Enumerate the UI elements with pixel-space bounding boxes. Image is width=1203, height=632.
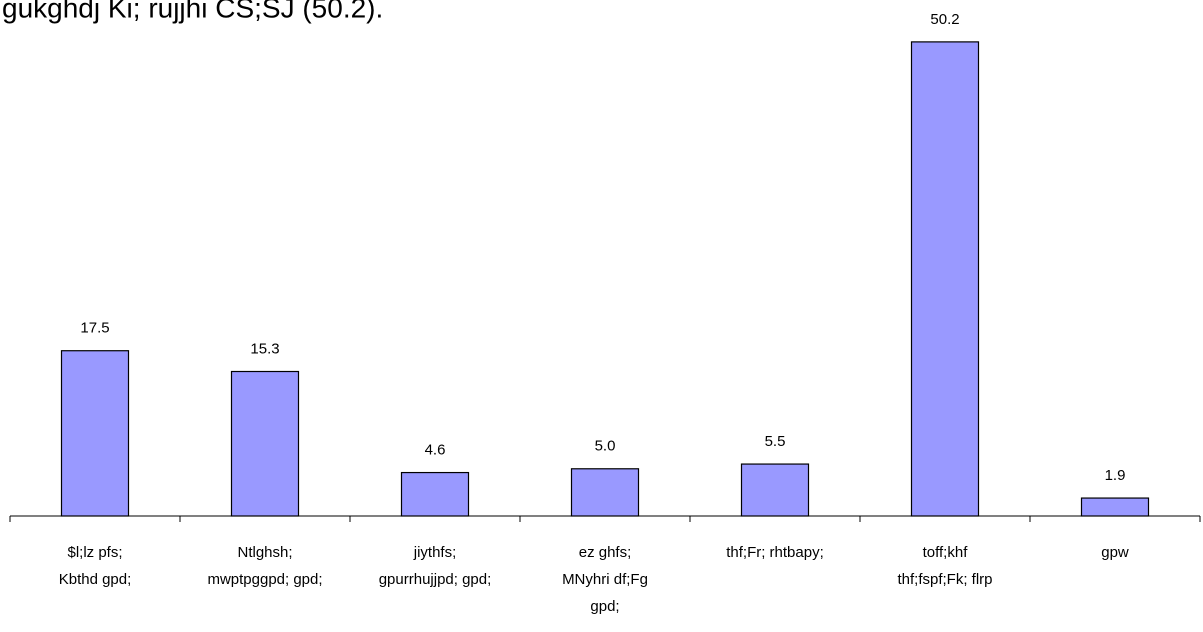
x-tick-label: thf;Fr; rhtbapy; xyxy=(726,544,824,561)
chart-title: gukghdj Ki; rujjhi CS;SJ (50.2). xyxy=(2,0,383,23)
bar xyxy=(910,41,980,517)
x-tick-label: Ntlghsh; xyxy=(237,544,292,561)
x-tick-label: gpurrhujjpd; gpd; xyxy=(379,571,492,588)
value-label: 4.6 xyxy=(425,442,446,459)
bar xyxy=(570,468,640,517)
bar xyxy=(60,350,130,517)
x-tick-label: jiythfs; xyxy=(413,544,457,561)
x-tick-label: Kbthd gpd; xyxy=(59,571,132,588)
x-tick-label: $l;lz pfs; xyxy=(67,544,122,561)
value-label: 5.5 xyxy=(765,433,786,450)
x-tick-label: toff;khf xyxy=(923,544,969,561)
x-tick-label: ez ghfs; xyxy=(579,544,632,561)
value-label: 15.3 xyxy=(250,340,279,357)
x-tick-label: mwptpggpd; gpd; xyxy=(207,571,322,588)
bar xyxy=(230,370,300,517)
bar xyxy=(1080,497,1150,517)
x-tick-label: thf;fspf;Fk; flrp xyxy=(897,571,992,588)
x-tick-label: MNyhri df;Fg xyxy=(562,571,648,588)
x-tick-label: gpw xyxy=(1101,544,1129,561)
x-tick-label: gpd; xyxy=(590,598,619,615)
bar xyxy=(400,471,470,517)
bar xyxy=(740,463,810,517)
value-label: 5.0 xyxy=(595,438,616,455)
value-label: 50.2 xyxy=(930,11,959,28)
value-label: 17.5 xyxy=(80,320,109,337)
value-label: 1.9 xyxy=(1105,467,1126,484)
